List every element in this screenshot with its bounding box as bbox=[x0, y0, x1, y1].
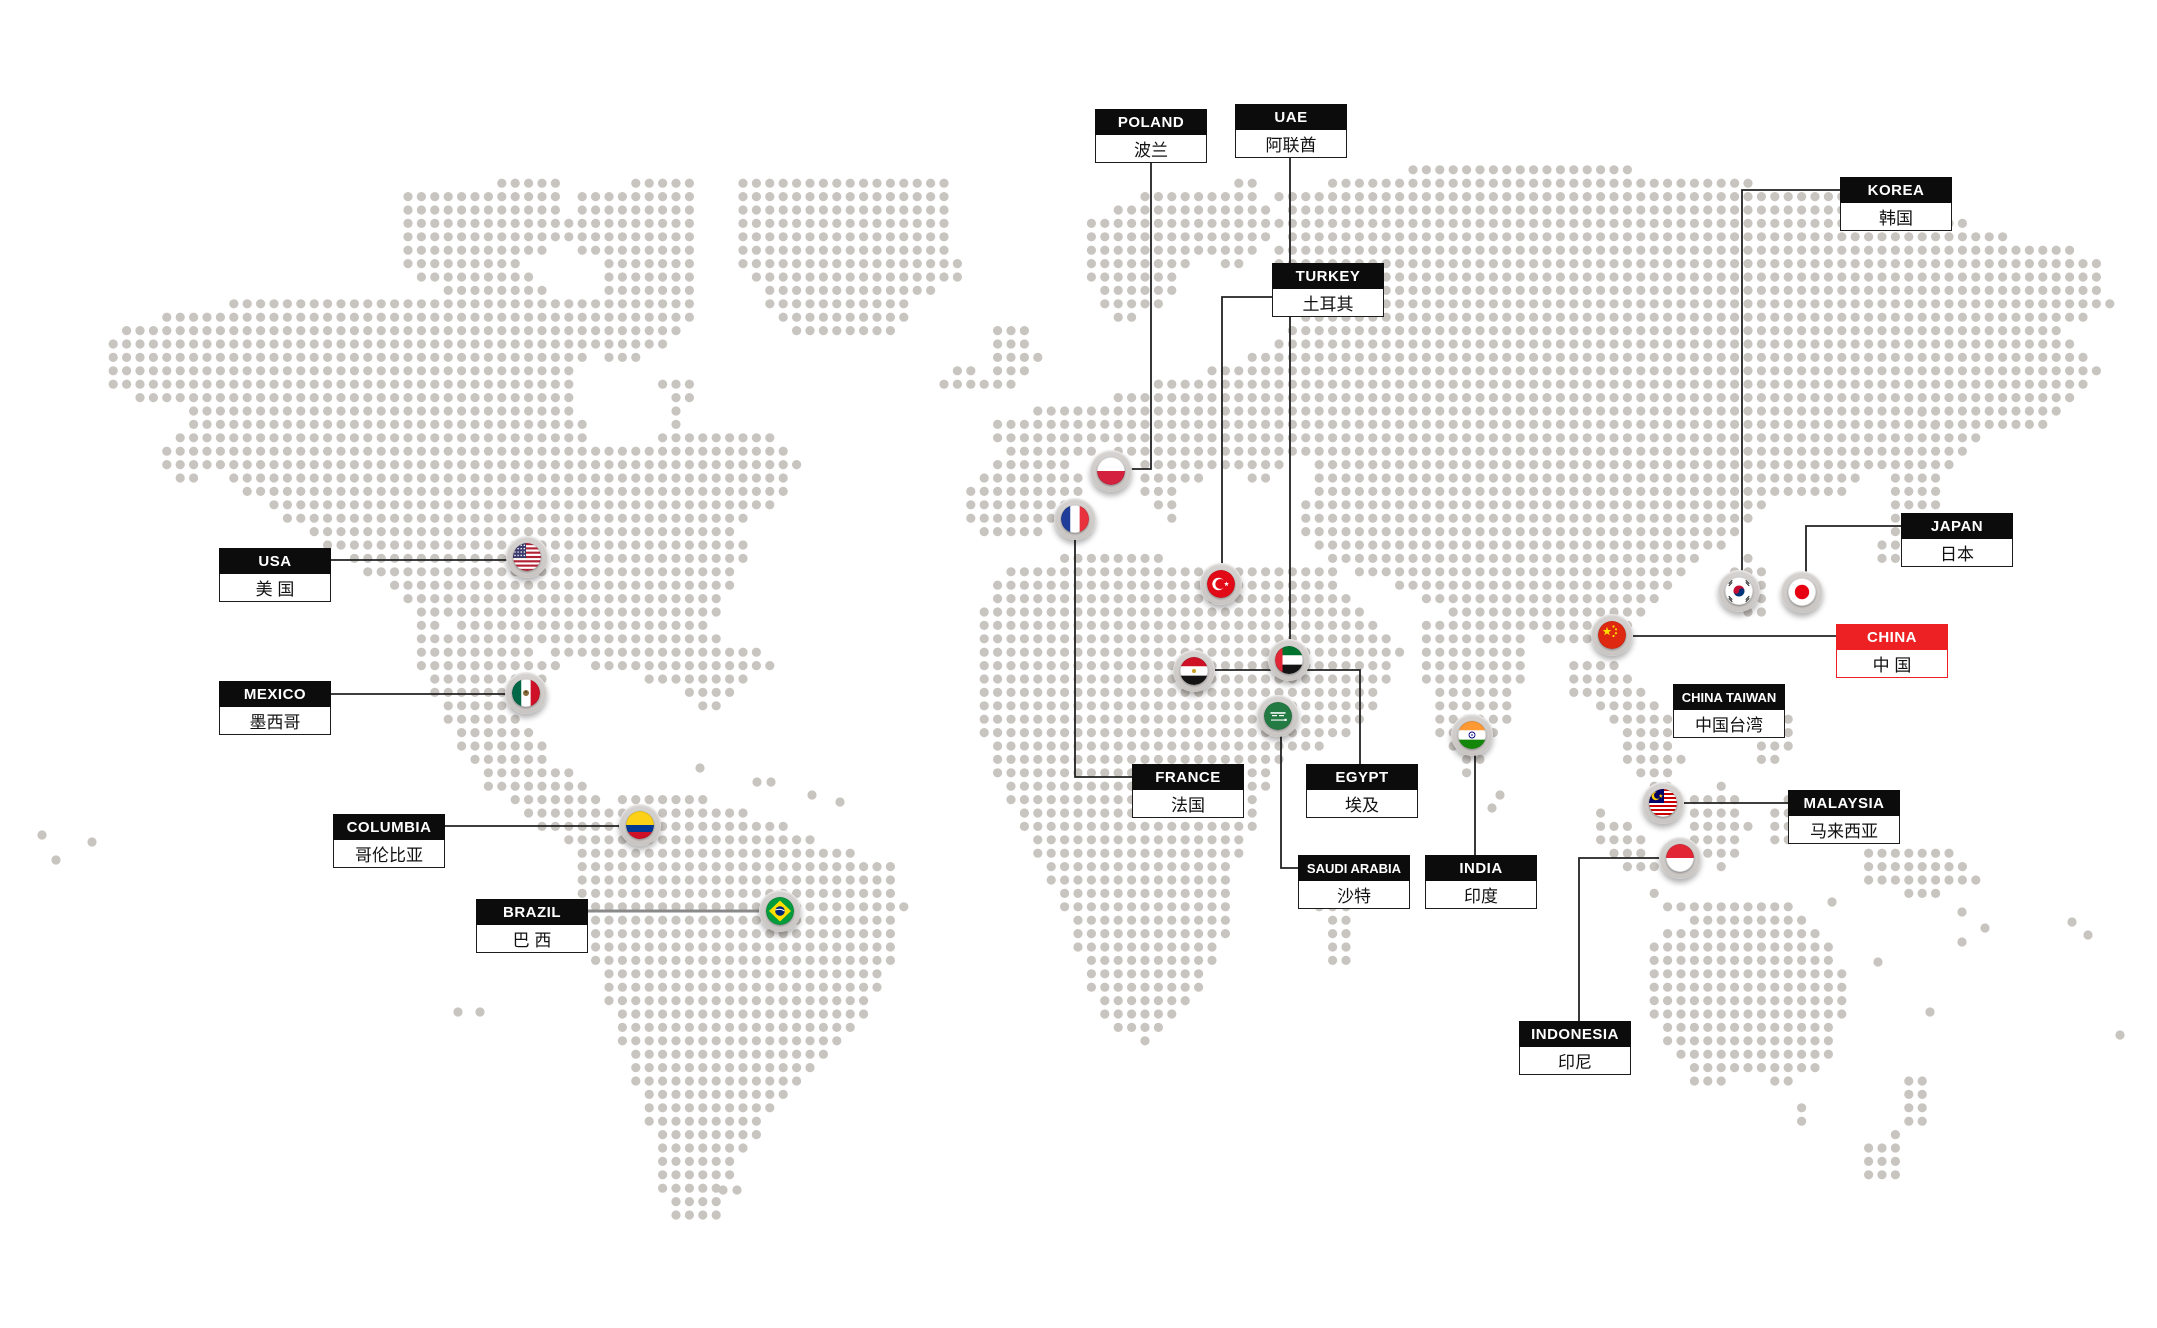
flag-pin-france[interactable] bbox=[1054, 498, 1096, 540]
country-label-uae[interactable]: UAE 阿联酋 bbox=[1235, 104, 1347, 158]
country-label-korea[interactable]: KOREA 韩国 bbox=[1840, 177, 1952, 231]
country-name-en-malaysia: MALAYSIA bbox=[1788, 790, 1900, 816]
flag-china-icon bbox=[1598, 621, 1626, 649]
flag-japan-icon bbox=[1788, 578, 1816, 606]
country-name-en-uae: UAE bbox=[1235, 104, 1347, 130]
country-name-en-egypt: EGYPT bbox=[1306, 764, 1418, 790]
country-name-zh-china: 中 国 bbox=[1836, 650, 1948, 678]
country-label-brazil[interactable]: BRAZIL 巴 西 bbox=[476, 899, 588, 953]
map-dots-layer bbox=[37, 165, 2125, 1220]
country-label-china[interactable]: CHINA 中 国 bbox=[1836, 624, 1948, 678]
country-name-zh-france: 法国 bbox=[1132, 790, 1244, 818]
country-name-en-brazil: BRAZIL bbox=[476, 899, 588, 925]
country-name-zh-saudi-arabia: 沙特 bbox=[1298, 881, 1410, 909]
flag-saudi-icon bbox=[1264, 702, 1292, 730]
flag-egypt-icon bbox=[1180, 657, 1208, 685]
flag-pin-poland[interactable] bbox=[1090, 450, 1132, 492]
country-label-saudi-arabia[interactable]: SAUDI ARABIA 沙特 bbox=[1298, 855, 1410, 909]
country-label-france[interactable]: FRANCE 法国 bbox=[1132, 764, 1244, 818]
flag-france-icon bbox=[1061, 505, 1089, 533]
flag-pin-saudi-arabia[interactable] bbox=[1257, 695, 1299, 737]
country-label-indonesia[interactable]: INDONESIA 印尼 bbox=[1519, 1021, 1631, 1075]
flag-malaysia-icon bbox=[1649, 789, 1677, 817]
flag-poland-icon bbox=[1097, 457, 1125, 485]
country-name-zh-mexico: 墨西哥 bbox=[219, 707, 331, 735]
country-label-egypt[interactable]: EGYPT 埃及 bbox=[1306, 764, 1418, 818]
country-name-en-usa: USA bbox=[219, 548, 331, 574]
country-name-zh-brazil: 巴 西 bbox=[476, 925, 588, 953]
country-name-zh-columbia: 哥伦比亚 bbox=[333, 840, 445, 868]
country-name-zh-usa: 美 国 bbox=[219, 574, 331, 602]
country-name-zh-korea: 韩国 bbox=[1840, 203, 1952, 231]
flag-indonesia-icon bbox=[1666, 844, 1694, 872]
country-name-zh-china-taiwan: 中国台湾 bbox=[1673, 710, 1785, 738]
flag-pin-columbia[interactable] bbox=[619, 804, 661, 846]
country-name-en-indonesia: INDONESIA bbox=[1519, 1021, 1631, 1047]
flag-pin-japan[interactable] bbox=[1781, 571, 1823, 613]
country-name-en-saudi-arabia: SAUDI ARABIA bbox=[1298, 855, 1410, 881]
country-label-columbia[interactable]: COLUMBIA 哥伦比亚 bbox=[333, 814, 445, 868]
country-name-en-turkey: TURKEY bbox=[1272, 263, 1384, 289]
country-name-zh-indonesia: 印尼 bbox=[1519, 1047, 1631, 1075]
country-name-zh-poland: 波兰 bbox=[1095, 135, 1207, 163]
country-label-india[interactable]: INDIA 印度 bbox=[1425, 855, 1537, 909]
country-name-zh-turkey: 土耳其 bbox=[1272, 289, 1384, 317]
country-label-poland[interactable]: POLAND 波兰 bbox=[1095, 109, 1207, 163]
flag-turkey-icon bbox=[1207, 570, 1235, 598]
country-name-en-columbia: COLUMBIA bbox=[333, 814, 445, 840]
country-name-en-france: FRANCE bbox=[1132, 764, 1244, 790]
flag-uae-icon bbox=[1275, 646, 1303, 674]
flag-pin-china[interactable] bbox=[1591, 614, 1633, 656]
country-name-zh-japan: 日本 bbox=[1901, 539, 2013, 567]
country-name-zh-egypt: 埃及 bbox=[1306, 790, 1418, 818]
country-name-en-korea: KOREA bbox=[1840, 177, 1952, 203]
flag-pin-malaysia[interactable] bbox=[1642, 782, 1684, 824]
country-name-en-mexico: MEXICO bbox=[219, 681, 331, 707]
flag-colombia-icon bbox=[626, 811, 654, 839]
flag-pin-egypt[interactable] bbox=[1173, 650, 1215, 692]
country-name-en-poland: POLAND bbox=[1095, 109, 1207, 135]
country-label-usa[interactable]: USA 美 国 bbox=[219, 548, 331, 602]
flag-pin-turkey[interactable] bbox=[1200, 563, 1242, 605]
flag-korea-icon bbox=[1725, 577, 1753, 605]
flag-brazil-icon bbox=[766, 897, 794, 925]
country-label-japan[interactable]: JAPAN 日本 bbox=[1901, 513, 2013, 567]
flag-pin-uae[interactable] bbox=[1268, 639, 1310, 681]
country-name-en-china-taiwan: CHINA TAIWAN bbox=[1673, 684, 1785, 710]
flag-usa-icon bbox=[513, 543, 541, 571]
connector-lines-layer bbox=[331, 158, 1901, 1021]
country-name-en-china: CHINA bbox=[1836, 624, 1948, 650]
country-label-china-taiwan[interactable]: CHINA TAIWAN 中国台湾 bbox=[1673, 684, 1785, 738]
flag-pin-korea[interactable] bbox=[1718, 570, 1760, 612]
flag-pin-mexico[interactable] bbox=[505, 672, 547, 714]
country-name-en-india: INDIA bbox=[1425, 855, 1537, 881]
country-label-turkey[interactable]: TURKEY 土耳其 bbox=[1272, 263, 1384, 317]
country-label-malaysia[interactable]: MALAYSIA 马来西亚 bbox=[1788, 790, 1900, 844]
country-name-zh-uae: 阿联酋 bbox=[1235, 130, 1347, 158]
country-name-zh-india: 印度 bbox=[1425, 881, 1537, 909]
flag-pin-india[interactable] bbox=[1451, 714, 1493, 756]
country-label-mexico[interactable]: MEXICO 墨西哥 bbox=[219, 681, 331, 735]
flag-pin-indonesia[interactable] bbox=[1659, 837, 1701, 879]
country-name-en-japan: JAPAN bbox=[1901, 513, 2013, 539]
flag-pin-usa[interactable] bbox=[506, 536, 548, 578]
flag-india-icon bbox=[1458, 721, 1486, 749]
flag-pin-brazil[interactable] bbox=[759, 890, 801, 932]
flag-mexico-icon bbox=[512, 679, 540, 707]
country-name-zh-malaysia: 马来西亚 bbox=[1788, 816, 1900, 844]
